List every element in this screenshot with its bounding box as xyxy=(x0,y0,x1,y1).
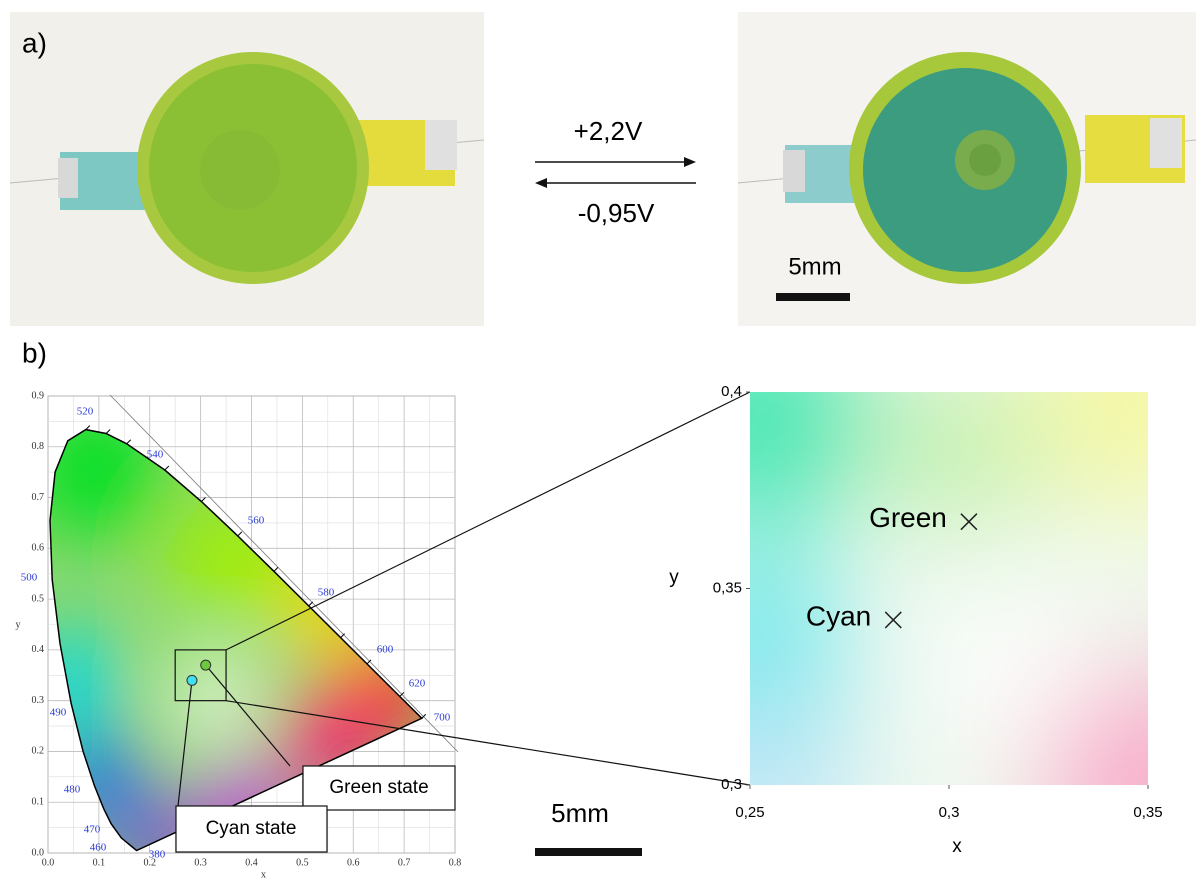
locus-tick xyxy=(340,633,345,638)
y-tick-label: 0.5 xyxy=(32,593,45,604)
wavelength-label: 560 xyxy=(248,515,265,527)
y-tick-label: 0.3 xyxy=(32,695,45,706)
y-tick-label: 0.2 xyxy=(32,746,45,757)
locus-tick xyxy=(273,566,279,572)
tangent-line xyxy=(109,394,459,753)
photo-left xyxy=(9,12,485,326)
connector xyxy=(225,700,751,786)
scale-bar xyxy=(776,293,850,301)
wavelength-label: 600 xyxy=(377,644,394,656)
y-tick-label: 0,35 xyxy=(713,579,742,596)
wavelength-label: 490 xyxy=(50,707,67,719)
locus-tick xyxy=(308,601,314,607)
scale-label: 5mm xyxy=(551,798,609,828)
locus-tick xyxy=(164,465,170,471)
locus-tick xyxy=(237,531,243,537)
wavelength-label: 480 xyxy=(64,784,81,796)
y-tick-label: 0.1 xyxy=(32,797,45,808)
callout-label: Cyan state xyxy=(206,818,297,839)
x-tick-label: 0,3 xyxy=(939,804,960,821)
x-tick-label: 0,35 xyxy=(1133,804,1162,821)
x-tick-label: 0.3 xyxy=(194,857,207,868)
locus-tick xyxy=(366,659,372,665)
locus-tick xyxy=(421,713,427,719)
x-tick-label: 0.1 xyxy=(93,857,106,868)
zoom-box xyxy=(174,649,227,702)
point-label: Green xyxy=(869,502,947,533)
panel-label: b) xyxy=(22,337,47,368)
connector xyxy=(225,391,751,651)
wavelength-label: 460 xyxy=(90,842,107,854)
cie-diagram xyxy=(47,394,459,854)
panel-label: a) xyxy=(22,27,47,58)
x-axis-label: x xyxy=(952,836,962,857)
callout-boxes xyxy=(175,765,456,853)
scale-bar xyxy=(535,848,642,856)
arrows xyxy=(535,157,696,188)
overlay xyxy=(174,391,751,807)
reverse-voltage: -0,95V xyxy=(578,198,655,228)
x-tick-label: 0.6 xyxy=(347,857,360,868)
y-axis-label: y xyxy=(16,619,21,630)
scale-label: 5mm xyxy=(788,253,841,280)
wavelength-label: 520 xyxy=(77,406,94,418)
locus-tick xyxy=(201,497,206,502)
x-tick-label: 0,25 xyxy=(735,804,764,821)
callout-label: Green state xyxy=(329,777,428,798)
x-tick-label: 0.4 xyxy=(245,857,258,868)
photo-right: 5mm xyxy=(737,12,1197,326)
x-axis-label: x xyxy=(261,869,266,880)
wavelength-label: 700 xyxy=(434,712,451,724)
wavelength-label: 470 xyxy=(84,824,101,836)
y-tick-label: 0,3 xyxy=(721,776,742,793)
locus-tick xyxy=(85,425,91,430)
wavelength-label: 580 xyxy=(318,587,335,599)
y-tick-label: 0.9 xyxy=(32,390,45,401)
point-label: Cyan xyxy=(806,600,871,631)
y-tick-label: 0.4 xyxy=(32,644,45,655)
y-tick-label: 0.6 xyxy=(32,543,45,554)
x-tick-label: 0.5 xyxy=(296,857,309,868)
wavelength-label: 500 xyxy=(21,572,38,584)
x-tick-label: 0.7 xyxy=(398,857,411,868)
locus-tick xyxy=(399,692,405,697)
y-tick-label: 0.7 xyxy=(32,492,45,503)
y-tick-label: 0.0 xyxy=(32,847,45,858)
locus-tick xyxy=(126,439,132,445)
x-tick-label: 0.0 xyxy=(42,857,55,868)
x-tick-label: 0.8 xyxy=(449,857,462,868)
y-tick-label: 0.8 xyxy=(32,441,45,452)
forward-voltage: +2,2V xyxy=(574,116,643,146)
y-axis-label: y xyxy=(669,567,679,588)
callout-line xyxy=(205,664,291,767)
wavelength-label: 540 xyxy=(147,449,164,461)
wavelength-label: 380 xyxy=(149,849,166,861)
state-point xyxy=(200,659,212,671)
y-tick-label: 0,4 xyxy=(721,383,742,400)
callout-line xyxy=(177,680,193,807)
x-tick-label: 0.2 xyxy=(144,857,157,868)
wavelength-label: 620 xyxy=(409,678,426,690)
locus-tick xyxy=(105,429,111,434)
point-marker xyxy=(884,611,902,629)
zoom-background xyxy=(750,392,1148,785)
point-marker xyxy=(960,513,978,531)
state-point xyxy=(186,674,198,686)
